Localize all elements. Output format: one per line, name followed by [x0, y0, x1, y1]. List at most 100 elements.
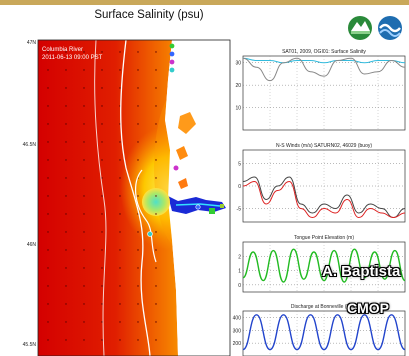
grid-dot — [83, 159, 85, 161]
lat-label: 47N — [27, 40, 37, 46]
series-line-1 — [242, 57, 406, 64]
grid-dot — [119, 321, 121, 323]
grid-dot — [83, 69, 85, 71]
logo-group — [348, 16, 402, 40]
grid-dot — [83, 177, 85, 179]
grid-dot — [137, 339, 139, 341]
grid-dot — [83, 321, 85, 323]
legend-label: Tongue Point — [177, 44, 204, 49]
grid-dot — [101, 105, 103, 107]
grid-dot — [83, 105, 85, 107]
grid-dot — [155, 339, 157, 341]
legend-swatch — [169, 51, 175, 57]
grid-dot — [65, 267, 67, 269]
grid-dot — [101, 177, 103, 179]
grid-dot — [47, 123, 49, 125]
grid-dot — [137, 159, 139, 161]
legend-label: OGI01 — [177, 68, 191, 73]
grid-dot — [47, 141, 49, 143]
grid-dot — [155, 285, 157, 287]
y-tick-label: 2 — [238, 254, 241, 260]
isohaline-contour-plume — [135, 169, 157, 263]
grid-dot — [137, 231, 139, 233]
grid-dot — [155, 213, 157, 215]
cmop-logo-icon — [378, 16, 402, 40]
grid-dot — [155, 177, 157, 179]
grid-dot — [137, 69, 139, 71]
grid-dot — [83, 267, 85, 269]
grid-dot — [119, 51, 121, 53]
lat-label: 45.5N — [23, 342, 37, 348]
grid-dot — [119, 69, 121, 71]
grid-dot — [83, 339, 85, 341]
grid-dot — [47, 69, 49, 71]
map-frame — [37, 39, 231, 356]
map-stamp-line2: 2011-06-13 09:00 PST — [42, 55, 103, 61]
grid-dot — [119, 285, 121, 287]
station-marker-ogi — [147, 231, 153, 237]
northern-bay — [178, 112, 196, 134]
grid-dot — [119, 303, 121, 305]
grid-dot — [137, 51, 139, 53]
grid-dot — [65, 141, 67, 143]
grid-dot — [155, 123, 157, 125]
grid-dot — [119, 267, 121, 269]
forest-logo-icon — [348, 16, 372, 40]
grid-dot — [47, 87, 49, 89]
grid-dot — [155, 303, 157, 305]
grid-dot — [47, 105, 49, 107]
grid-dot — [101, 69, 103, 71]
legend-label: Astoria — [177, 52, 192, 57]
grid-dot — [155, 159, 157, 161]
y-tick-label: 200 — [233, 341, 242, 347]
grid-dot — [47, 249, 49, 251]
grid-dot — [137, 321, 139, 323]
station-marker-saturn — [173, 165, 179, 171]
legend-swatch — [169, 43, 175, 49]
timeseries-panel-2: N-S Winds (m/s) SATURN02, 46029 (buoy) 5 0… — [237, 143, 406, 223]
grid-dot — [155, 231, 157, 233]
grid-dot — [47, 267, 49, 269]
grid-dot — [101, 87, 103, 89]
grid-dot — [101, 303, 103, 305]
grid-dot — [101, 321, 103, 323]
grid-dot — [155, 51, 157, 53]
legend-label: SATURN-01 — [177, 60, 202, 65]
grid-dot — [65, 87, 67, 89]
grid-dot — [83, 123, 85, 125]
map-legend: Tongue Point Astoria SATURN-01 OGI01 — [169, 43, 204, 73]
grid-dot — [101, 231, 103, 233]
grid-dot — [65, 321, 67, 323]
y-tick-label: 0 — [238, 184, 241, 190]
panel-title: Discharge at Bonneville (kcfs) — [291, 304, 357, 310]
lat-label: 46N — [27, 242, 37, 248]
grid-dot — [137, 285, 139, 287]
isohaline-contour-outer — [120, 39, 151, 356]
grid-dot — [65, 213, 67, 215]
grid-dot — [47, 51, 49, 53]
grid-dot — [83, 303, 85, 305]
org-credit: CMOP — [347, 300, 389, 316]
y-tick-label: 1 — [238, 269, 241, 275]
station-marker-astoria — [195, 204, 201, 210]
grid-dot — [83, 249, 85, 251]
grid-dot — [65, 285, 67, 287]
y-tick-label: 0 — [238, 283, 241, 289]
grid-dot — [47, 303, 49, 305]
series-line-1 — [242, 314, 406, 351]
grid-dot — [155, 249, 157, 251]
series-line-2 — [242, 180, 406, 219]
map-grid-dots — [47, 51, 157, 341]
grid-dot — [137, 87, 139, 89]
grid-dot — [137, 249, 139, 251]
grid-dot — [137, 195, 139, 197]
grid-dot — [65, 303, 67, 305]
grid-dot — [119, 231, 121, 233]
grid-dot — [101, 285, 103, 287]
grid-dot — [101, 141, 103, 143]
y-tick-label: 300 — [233, 328, 242, 334]
inland-marker-2 — [220, 204, 224, 208]
y-tick-label: 20 — [235, 83, 241, 89]
ocean-salinity-field — [38, 40, 178, 356]
grid-dot — [47, 285, 49, 287]
